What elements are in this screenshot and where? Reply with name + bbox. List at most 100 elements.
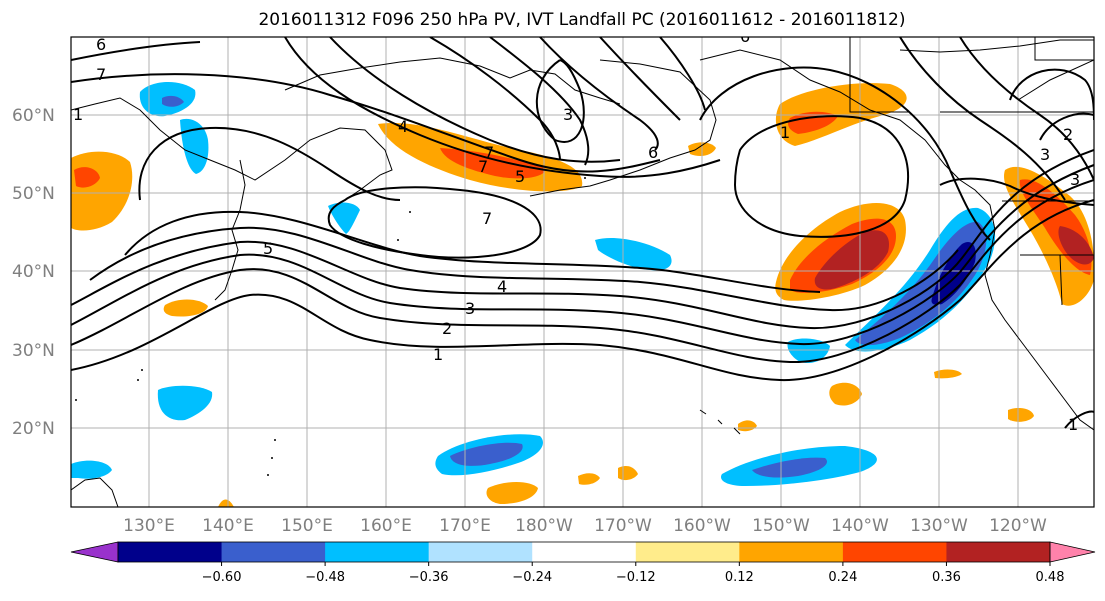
colorbar-swatch: [118, 542, 223, 562]
lat-labels: 60°N 50°N 40°N 30°N 20°N: [12, 106, 55, 439]
pv-contour-label: 4: [497, 277, 507, 296]
lon-label: 150°W: [752, 516, 810, 536]
pv-contour: [71, 41, 201, 61]
colorbar-extend-high: [1049, 541, 1096, 563]
pv-contour: [699, 66, 991, 241]
pv-contour-label: 1: [433, 345, 443, 364]
pv-contour-label: 2: [442, 319, 452, 338]
lat-label: 20°N: [12, 419, 55, 439]
pv-contour-label: 3: [1070, 170, 1080, 189]
figure-title: 2016011312 F096 250 hPa PV, IVT Landfall…: [258, 10, 905, 30]
ivt-negative-region: [71, 460, 112, 479]
colorbar-swatch: [842, 542, 947, 562]
pv-contour: [539, 37, 659, 151]
pv-contours: [71, 37, 1094, 429]
pv-contour: [284, 37, 721, 178]
ivt-positive-region: [788, 111, 838, 134]
pv-contour-label: 7: [482, 209, 492, 228]
colorbar-tick-label: −0.24: [512, 570, 552, 585]
pv-contour-label: 3: [563, 105, 573, 124]
colorbar-tick-label: 0.48: [1036, 570, 1065, 585]
pv-contour-label: 5: [263, 239, 273, 258]
pv-contour: [429, 37, 561, 161]
ivt-negative-region: [162, 95, 184, 107]
islands: [75, 177, 586, 476]
lat-label: 60°N: [12, 106, 55, 126]
pv-contour: [71, 164, 1094, 346]
pv-contour-label: 7: [484, 143, 494, 162]
lon-label: 160°E: [360, 516, 412, 536]
pv-contour-label: 3: [1040, 145, 1050, 164]
pv-contour: [124, 210, 821, 293]
ivt-negative-region: [752, 457, 827, 478]
pv-contour-label: 7: [478, 157, 488, 176]
pv-contour: [329, 37, 621, 163]
lon-label: 120°W: [989, 516, 1047, 536]
colorbar-tick-label: −0.12: [616, 570, 656, 585]
ivt-positive-region: [486, 482, 538, 504]
ivt-positive-region: [163, 299, 208, 317]
colorbar-swatch: [635, 542, 740, 562]
ivt-negative-region: [855, 221, 987, 346]
ivt-positive-region: [578, 473, 600, 485]
colorbar-tick-label: −0.60: [202, 570, 242, 585]
colorbar-outline: [117, 541, 1051, 563]
lon-label: 160°W: [673, 516, 731, 536]
pv-contour: [599, 37, 681, 121]
lon-label: 130°W: [910, 516, 968, 536]
ivt-positive-region: [74, 167, 100, 188]
lon-label: 180°W: [515, 516, 573, 536]
lon-label: 130°E: [123, 516, 175, 536]
ivt-positive-region: [934, 369, 962, 379]
pv-contour-labels: 6 7 1 3 6 5 7 4 3 2 1 6 3 7 5 4 7 2 3 1: [73, 35, 1080, 434]
pv-contour-label: 1: [780, 123, 790, 142]
colorbar-swatch: [325, 542, 430, 562]
lon-label: 140°W: [831, 516, 889, 536]
colorbar-extend-low: [70, 541, 119, 563]
colorbar: −0.60 −0.48 −0.36 −0.24 −0.12 0.12 0.24 0.36 0.4…: [70, 541, 1096, 585]
pv-contour: [71, 149, 1094, 330]
colorbar-swatch: [739, 542, 844, 562]
pv-contour: [1039, 112, 1094, 141]
pv-contour: [489, 37, 590, 166]
ivt-negative-region: [450, 442, 523, 466]
pv-contour-label: 1: [1068, 415, 1078, 434]
colorbar-tick-label: 0.12: [725, 570, 754, 585]
lat-label: 50°N: [12, 184, 55, 204]
map-frame: [70, 36, 1095, 508]
ivt-positive-region: [440, 148, 546, 179]
colorbar-swatch: [946, 542, 1051, 562]
pv-contour-label: 6: [96, 35, 106, 54]
pv-contour: [71, 73, 661, 173]
lon-label: 170°W: [594, 516, 652, 536]
ivt-positive-region: [814, 230, 890, 290]
pv-contour-label: 2: [1063, 125, 1073, 144]
pv-contour: [939, 177, 1094, 206]
map-panel: 6 7 1 3 6 5 7 4 3 2 1 6 3 7 5 4 7 2 3 1: [12, 35, 1095, 536]
lon-label: 170°E: [439, 516, 491, 536]
colorbar-tick-label: −0.48: [305, 570, 345, 585]
ivt-negative-region: [180, 118, 209, 174]
pv-contour: [138, 126, 401, 201]
lon-label: 140°E: [202, 516, 254, 536]
pv-contour-label: 7: [96, 65, 106, 84]
pv-contour: [733, 115, 909, 238]
colorbar-tick-label: 0.24: [828, 570, 857, 585]
pv-contour-label: 5: [515, 167, 525, 186]
colorbar-swatch: [428, 542, 533, 562]
pv-contour: [659, 37, 706, 111]
ivt-negative-region: [328, 202, 360, 234]
colorbar-tick-label: −0.36: [409, 570, 449, 585]
ivt-positive-region: [218, 499, 234, 507]
lat-label: 40°N: [12, 262, 55, 282]
gridlines: [71, 37, 1094, 507]
pv-contour: [89, 226, 959, 312]
lon-label: 150°E: [281, 516, 333, 536]
pv-contour: [327, 186, 542, 259]
colorbar-swatch: [532, 542, 637, 562]
pv-contour-label: 4: [398, 117, 408, 136]
colorbar-swatch: [221, 542, 326, 562]
pv-contour: [959, 37, 1094, 181]
lat-label: 30°N: [12, 341, 55, 361]
